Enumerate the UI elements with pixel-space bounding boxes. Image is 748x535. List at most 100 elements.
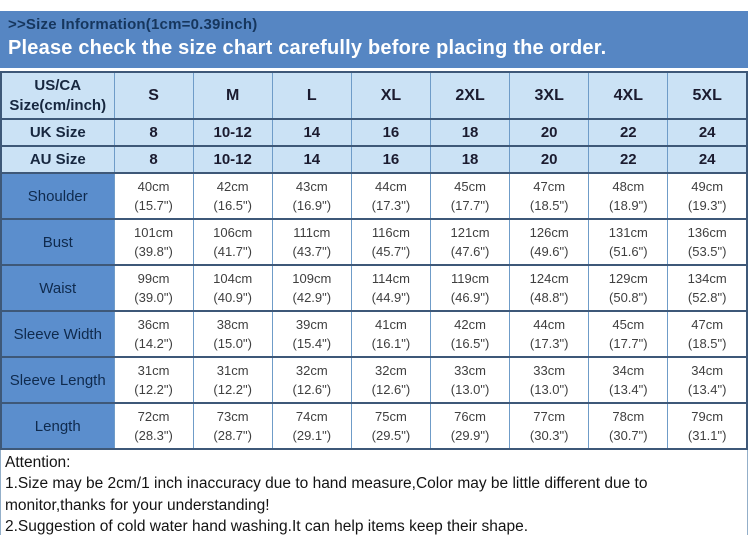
measurement-inch-value: (42.9") xyxy=(292,290,332,305)
measurement-cell: 121cm (47.6") xyxy=(429,218,511,266)
measurement-cell: 77cm (30.3") xyxy=(509,402,590,450)
corner-header: US/CA Size(cm/inch) xyxy=(0,71,115,120)
measurement-cell: 44cm (17.3") xyxy=(509,310,590,358)
measurement-cm-value: 42cm xyxy=(454,316,486,332)
measurement-cm-value: 45cm xyxy=(612,316,645,332)
size-conversion-cell: 20 xyxy=(509,118,590,147)
measurement-inch-value: (12.2") xyxy=(213,382,252,397)
corner-header-line1: US/CA xyxy=(34,77,82,94)
measurement-cm-value: 75cm xyxy=(375,408,407,424)
measurement-inch-value: (13.0") xyxy=(529,382,569,397)
measurement-cell: 109cm (42.9") xyxy=(271,264,352,312)
measurement-inch-value: (49.6") xyxy=(529,244,569,259)
measurement-cell: 78cm (30.7") xyxy=(588,402,669,450)
size-conversion-cell: 10-12 xyxy=(192,145,273,174)
header-banner: >>Size Information(1cm=0.39inch) Please … xyxy=(0,11,748,68)
measurement-inch-value: (13.4") xyxy=(687,382,727,397)
measurement-inch-value: (16.5") xyxy=(213,198,252,213)
measurement-cell: 33cm (13.0") xyxy=(509,356,590,404)
size-column-header: M xyxy=(192,71,273,120)
measurement-inch-value: (15.0") xyxy=(213,336,252,351)
measurement-cm-value: 74cm xyxy=(295,408,328,424)
size-column-header: 3XL xyxy=(509,71,590,120)
measurement-cm-value: 116cm xyxy=(371,224,410,240)
measurement-cell: 124cm (48.8") xyxy=(509,264,590,312)
measurement-cm-value: 124cm xyxy=(529,270,569,286)
measurement-inch-value: (52.8") xyxy=(687,290,727,305)
size-conversion-cell: 18 xyxy=(429,145,511,174)
measurement-cm-value: 129cm xyxy=(608,270,648,286)
measurement-cell: 79cm (31.1") xyxy=(667,402,748,450)
measurement-cell: 34cm (13.4") xyxy=(588,356,669,404)
measurement-inch-value: (16.1") xyxy=(371,336,411,351)
size-column-header: XL xyxy=(350,71,432,120)
measurement-cell: 32cm (12.6") xyxy=(350,356,432,404)
measurement-cm-value: 106cm xyxy=(213,224,253,240)
measurement-cell: 47cm (18.5") xyxy=(667,310,748,358)
measurement-inch-value: (16.9") xyxy=(292,198,332,213)
measurement-cell: 33cm (13.0") xyxy=(429,356,511,404)
measurement-inch-value: (15.4") xyxy=(292,336,332,351)
size-conversion-cell: 16 xyxy=(350,118,432,147)
measurement-cm-value: 31cm xyxy=(137,362,170,378)
measurement-inch-value: (18.5") xyxy=(687,336,727,351)
measurement-inch-value: (29.5") xyxy=(371,428,411,443)
measurement-cell: 75cm (29.5") xyxy=(350,402,432,450)
measurement-cm-value: 41cm xyxy=(375,316,407,332)
measurement-cm-value: 43cm xyxy=(295,178,328,194)
measurement-cm-value: 39cm xyxy=(295,316,328,332)
measurement-cm-value: 77cm xyxy=(533,408,566,424)
measurement-inch-value: (31.1") xyxy=(687,428,727,443)
measurement-inch-value: (44.9") xyxy=(371,290,411,305)
size-conversion-cell: 24 xyxy=(667,118,748,147)
measurement-inch-value: (29.9") xyxy=(450,428,490,443)
measurement-cm-value: 31cm xyxy=(216,362,249,378)
measurement-cm-value: 126cm xyxy=(529,224,569,240)
measurement-cell: 99cm (39.0") xyxy=(113,264,194,312)
measurement-cell: 119cm (46.9") xyxy=(429,264,511,312)
size-column-header: 5XL xyxy=(667,71,748,120)
measurement-cell: 134cm (52.8") xyxy=(667,264,748,312)
measurement-cm-value: 79cm xyxy=(691,408,724,424)
measurement-cm-value: 44cm xyxy=(375,178,407,194)
measurement-cm-value: 47cm xyxy=(691,316,724,332)
measurement-cell: 126cm (49.6") xyxy=(509,218,590,266)
measurement-cell: 42cm (16.5") xyxy=(429,310,511,358)
measurement-inch-value: (48.8") xyxy=(529,290,569,305)
measurement-inch-value: (43.7") xyxy=(292,244,332,259)
measurement-cell: 104cm (40.9") xyxy=(192,264,273,312)
size-info-title: >>Size Information(1cm=0.39inch) xyxy=(8,16,258,33)
size-conversion-cell: 14 xyxy=(271,118,352,147)
measurement-row: Sleeve Width 36cm (14.2") 38cm (15.0") 39cm (1… xyxy=(0,310,748,358)
measurement-cell: 49cm (19.3") xyxy=(667,172,748,220)
measurement-cm-value: 38cm xyxy=(216,316,249,332)
measurement-cell: 72cm (28.3") xyxy=(113,402,194,450)
measurement-inch-value: (30.7") xyxy=(609,428,648,443)
measurement-cell: 76cm (29.9") xyxy=(429,402,511,450)
size-conversion-cell: 10-12 xyxy=(192,118,273,147)
measurement-cell: 74cm (29.1") xyxy=(271,402,352,450)
size-column-header: L xyxy=(271,71,352,120)
measurement-inch-value: (50.8") xyxy=(609,290,648,305)
measurement-cm-value: 114cm xyxy=(371,270,410,286)
measurement-inch-value: (28.7") xyxy=(213,428,252,443)
measurement-cm-value: 36cm xyxy=(137,316,170,332)
measurement-cm-value: 99cm xyxy=(137,270,170,286)
size-system-label: UK Size xyxy=(0,118,115,147)
measurement-cm-value: 134cm xyxy=(687,270,727,286)
measurement-label: Sleeve Width xyxy=(0,310,115,358)
measurement-row: Length 72cm (28.3") 73cm (28.7") 74cm (29.1") 7… xyxy=(0,402,748,450)
measurement-inch-value: (45.7") xyxy=(371,244,411,259)
measurement-cell: 43cm (16.9") xyxy=(271,172,352,220)
size-conversion-cell: 20 xyxy=(509,145,590,174)
measurement-cell: 131cm (51.6") xyxy=(588,218,669,266)
measurement-inch-value: (40.9") xyxy=(213,290,252,305)
measurement-cm-value: 131cm xyxy=(608,224,648,240)
measurement-cell: 31cm (12.2") xyxy=(113,356,194,404)
measurement-inch-value: (14.2") xyxy=(134,336,173,351)
measurement-cell: 34cm (13.4") xyxy=(667,356,748,404)
measurement-label: Waist xyxy=(0,264,115,312)
size-column-header: S xyxy=(113,71,194,120)
measurement-inch-value: (53.5") xyxy=(687,244,727,259)
measurement-cell: 106cm (41.7") xyxy=(192,218,273,266)
